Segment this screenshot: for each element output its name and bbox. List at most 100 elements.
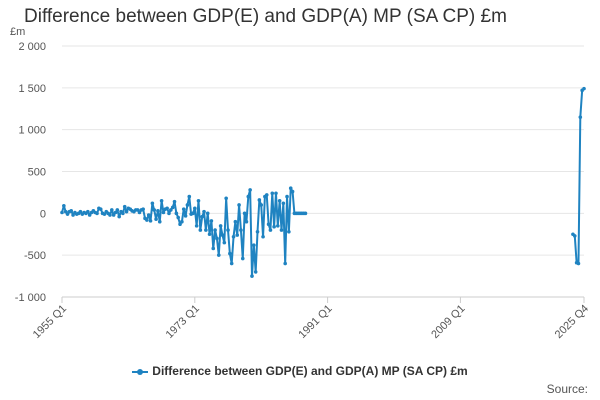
data-point[interactable] <box>215 236 219 241</box>
data-point[interactable] <box>98 207 103 211</box>
data-point[interactable] <box>65 212 70 216</box>
data-point[interactable] <box>170 205 175 210</box>
data-point[interactable] <box>264 193 269 197</box>
data-point[interactable] <box>69 209 74 213</box>
data-point[interactable] <box>303 211 308 216</box>
data-point[interactable] <box>169 208 173 212</box>
data-point[interactable] <box>196 198 201 203</box>
data-point[interactable] <box>108 213 112 217</box>
data-point[interactable] <box>71 213 75 217</box>
data-point[interactable] <box>211 246 216 251</box>
data-point[interactable] <box>135 208 140 212</box>
data-point[interactable] <box>239 228 243 232</box>
data-point[interactable] <box>216 253 221 257</box>
data-point[interactable] <box>148 219 153 223</box>
data-point[interactable] <box>200 214 204 219</box>
data-point[interactable] <box>233 219 238 224</box>
data-point[interactable] <box>290 189 295 194</box>
data-point[interactable] <box>252 243 256 247</box>
data-point[interactable] <box>121 211 125 216</box>
data-point[interactable] <box>218 224 223 228</box>
data-point[interactable] <box>124 209 129 214</box>
data-point[interactable] <box>257 198 262 202</box>
data-point[interactable] <box>224 196 228 201</box>
data-point[interactable] <box>165 206 169 211</box>
data-point[interactable] <box>205 211 210 216</box>
data-point[interactable] <box>113 210 118 215</box>
data-point[interactable] <box>86 209 90 214</box>
data-point[interactable] <box>157 219 162 224</box>
data-point[interactable] <box>283 261 287 266</box>
data-point[interactable] <box>244 219 249 224</box>
data-point[interactable] <box>187 194 192 199</box>
legend[interactable]: Difference between GDP(E) and GDP(A) MP … <box>0 364 600 378</box>
data-point[interactable] <box>156 209 160 213</box>
data-point[interactable] <box>250 274 254 278</box>
data-point[interactable] <box>287 229 291 234</box>
data-point[interactable] <box>102 212 107 216</box>
data-point[interactable] <box>137 210 142 215</box>
data-point[interactable] <box>198 228 203 232</box>
data-point[interactable] <box>180 219 184 224</box>
data-point[interactable] <box>95 211 99 216</box>
data-point[interactable] <box>266 222 271 227</box>
data-point[interactable] <box>237 203 241 207</box>
data-point[interactable] <box>213 228 217 232</box>
data-point[interactable] <box>576 261 581 266</box>
data-point[interactable] <box>115 208 120 212</box>
data-point[interactable] <box>145 218 149 222</box>
data-point[interactable] <box>152 208 157 212</box>
data-point[interactable] <box>60 210 64 215</box>
data-point[interactable] <box>150 201 155 206</box>
data-point[interactable] <box>276 224 280 228</box>
data-point[interactable] <box>202 209 206 214</box>
data-point[interactable] <box>274 191 278 196</box>
data-point[interactable] <box>578 115 583 119</box>
data-point[interactable] <box>161 210 166 215</box>
data-point[interactable] <box>183 214 188 218</box>
data-point[interactable] <box>193 206 197 211</box>
data-point[interactable] <box>141 207 145 211</box>
data-point[interactable] <box>277 198 282 203</box>
data-point[interactable] <box>154 217 158 221</box>
data-point[interactable] <box>226 228 230 232</box>
data-point[interactable] <box>159 198 164 203</box>
data-point[interactable] <box>270 191 275 196</box>
data-point[interactable] <box>78 209 83 214</box>
data-point[interactable] <box>285 194 289 199</box>
data-point[interactable] <box>194 224 199 228</box>
data-point[interactable] <box>231 234 236 239</box>
data-point[interactable] <box>117 214 121 219</box>
data-point[interactable] <box>62 204 66 208</box>
data-point[interactable] <box>209 219 214 223</box>
data-point[interactable] <box>191 211 195 216</box>
data-point[interactable] <box>268 228 273 232</box>
data-point[interactable] <box>279 228 284 232</box>
data-point[interactable] <box>582 86 586 91</box>
data-point[interactable] <box>172 199 177 204</box>
data-point[interactable] <box>111 213 116 217</box>
data-point[interactable] <box>288 186 293 191</box>
data-point[interactable] <box>110 208 114 212</box>
data-point[interactable] <box>220 233 225 237</box>
data-point[interactable] <box>207 232 212 237</box>
data-point[interactable] <box>246 194 251 199</box>
data-point[interactable] <box>204 228 208 232</box>
data-point[interactable] <box>229 261 234 266</box>
data-point[interactable] <box>228 251 232 256</box>
data-point[interactable] <box>272 224 276 229</box>
data-point[interactable] <box>248 188 252 192</box>
data-point[interactable] <box>261 234 265 239</box>
data-point[interactable] <box>174 211 179 216</box>
data-point[interactable] <box>235 233 240 237</box>
data-point[interactable] <box>242 211 247 216</box>
data-point[interactable] <box>185 203 190 207</box>
data-point[interactable] <box>181 207 186 211</box>
data-point[interactable] <box>87 213 92 217</box>
data-point[interactable] <box>178 222 182 227</box>
data-point[interactable] <box>146 213 151 217</box>
data-point[interactable] <box>176 215 181 220</box>
data-point[interactable] <box>572 234 577 238</box>
data-point[interactable] <box>122 204 127 209</box>
data-point[interactable] <box>222 240 227 245</box>
